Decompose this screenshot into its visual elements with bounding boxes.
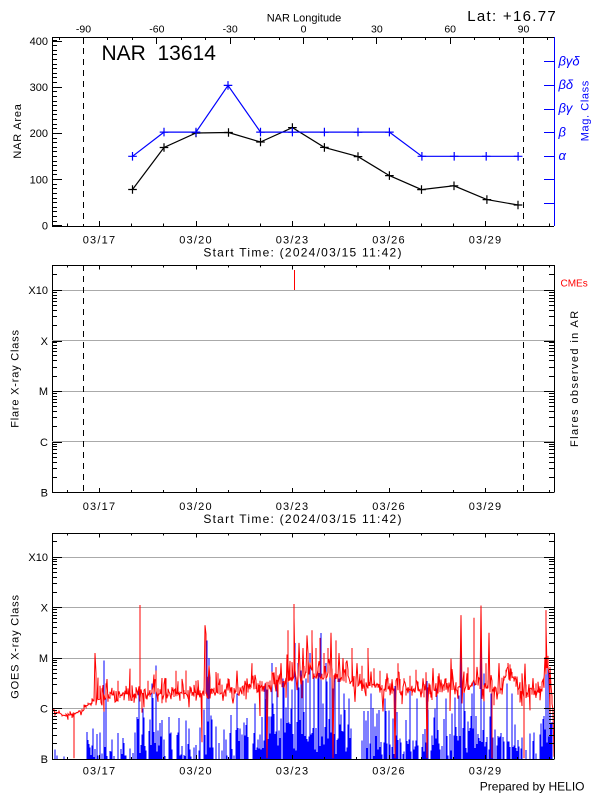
svg-text:Start Time: (2024/03/15 11:42): Start Time: (2024/03/15 11:42): [203, 245, 402, 259]
svg-text:03/23: 03/23: [276, 766, 310, 778]
svg-text:Flares observed in AR: Flares observed in AR: [569, 309, 581, 447]
svg-text:M: M: [39, 653, 48, 665]
svg-text:03/23: 03/23: [276, 501, 310, 513]
svg-text:X: X: [41, 336, 49, 348]
svg-text:03/17: 03/17: [83, 501, 117, 513]
svg-text:βγδ: βγδ: [558, 54, 581, 69]
svg-text:Mag. Class: Mag. Class: [580, 80, 592, 141]
svg-text:-30: -30: [223, 24, 238, 36]
svg-text:NAR 13614: NAR 13614: [102, 42, 217, 65]
svg-text:Start Time: (2024/03/15 11:42): Start Time: (2024/03/15 11:42): [203, 512, 402, 526]
svg-text:CMEs: CMEs: [561, 278, 588, 289]
svg-text:0: 0: [301, 24, 307, 36]
svg-text:X: X: [41, 602, 49, 614]
svg-text:B: B: [41, 754, 48, 766]
svg-text:03/20: 03/20: [179, 766, 213, 778]
svg-text:X10: X10: [28, 285, 48, 297]
svg-text:NAR Area: NAR Area: [12, 103, 24, 158]
svg-text:200: 200: [30, 128, 48, 140]
svg-text:Prepared by HELIO: Prepared by HELIO: [480, 780, 585, 794]
svg-text:C: C: [40, 437, 48, 449]
svg-text:C: C: [40, 703, 48, 715]
svg-text:03/17: 03/17: [83, 234, 117, 246]
svg-text:300: 300: [30, 82, 48, 94]
svg-text:βδ: βδ: [558, 77, 574, 92]
svg-text:03/29: 03/29: [469, 234, 503, 246]
svg-text:03/29: 03/29: [469, 501, 503, 513]
svg-text:03/17: 03/17: [83, 766, 117, 778]
svg-text:03/26: 03/26: [372, 234, 406, 246]
svg-text:-90: -90: [76, 24, 91, 36]
svg-text:30: 30: [371, 24, 383, 36]
svg-text:100: 100: [30, 174, 48, 186]
svg-text:03/20: 03/20: [179, 501, 213, 513]
svg-text:β: β: [558, 124, 567, 139]
svg-text:0: 0: [42, 221, 48, 233]
svg-text:X10: X10: [28, 552, 48, 564]
svg-text:03/20: 03/20: [179, 234, 213, 246]
svg-text:03/23: 03/23: [276, 234, 310, 246]
svg-text:-60: -60: [149, 24, 164, 36]
svg-text:400: 400: [30, 36, 48, 48]
svg-text:βγ: βγ: [558, 101, 574, 116]
svg-text:03/26: 03/26: [372, 501, 406, 513]
svg-text:α: α: [559, 148, 567, 163]
svg-text:Lat: +16.77: Lat: +16.77: [467, 8, 557, 25]
svg-text:Flare X-ray Class: Flare X-ray Class: [10, 329, 22, 428]
svg-text:GOES X-ray Class: GOES X-ray Class: [10, 594, 22, 698]
svg-text:B: B: [41, 487, 48, 499]
svg-text:03/26: 03/26: [372, 766, 406, 778]
svg-text:M: M: [39, 386, 48, 398]
svg-text:60: 60: [444, 24, 456, 36]
svg-text:03/29: 03/29: [469, 766, 503, 778]
svg-text:90: 90: [518, 24, 530, 36]
svg-text:NAR Longitude: NAR Longitude: [267, 13, 342, 25]
